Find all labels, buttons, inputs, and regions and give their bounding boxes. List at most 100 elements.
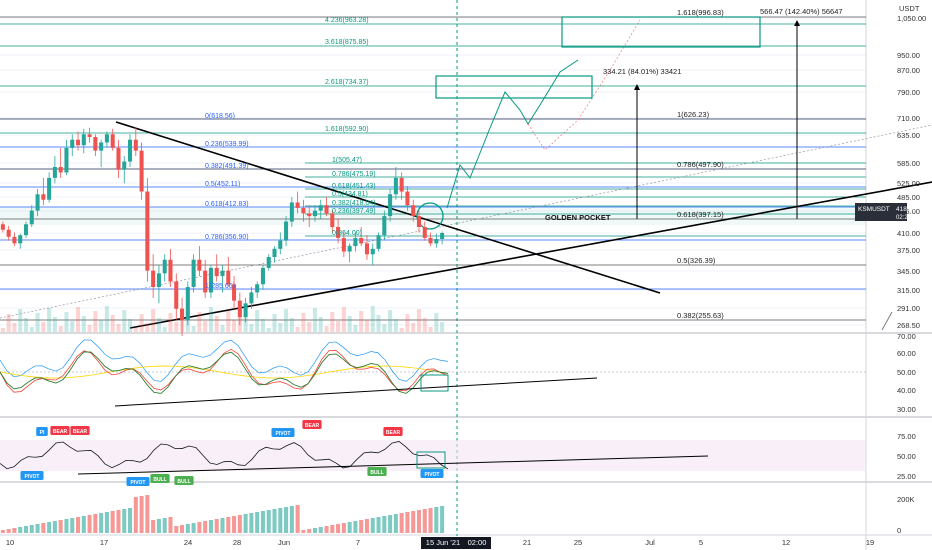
volume-overlay-bar <box>64 312 69 332</box>
rsi-line <box>0 351 449 394</box>
volume-overlay-bar <box>411 323 416 332</box>
volume-overlay-bar <box>330 312 335 332</box>
time-tick: 19 <box>866 538 874 547</box>
signal-tag-text: PIVOT <box>275 431 290 437</box>
fib-small-label: 0.786(475.19) <box>332 171 376 178</box>
volume-overlay-bar <box>99 320 104 332</box>
candle-body <box>347 246 352 252</box>
volume-overlay-bar <box>122 310 127 332</box>
volume-bar <box>416 510 422 533</box>
volume-bar <box>81 516 86 533</box>
candle-body <box>440 233 445 239</box>
candle-body <box>64 147 69 173</box>
candle-body <box>243 303 248 317</box>
candle-body <box>324 205 329 214</box>
volume-bar <box>260 511 265 533</box>
volume-overlay-bar <box>370 306 375 332</box>
candle-body <box>249 292 254 304</box>
candle-body <box>185 287 190 320</box>
osc-trendline <box>77 455 709 475</box>
fib-right-label: 1.618(996.83) <box>677 8 724 17</box>
volume-overlay-bar <box>81 316 86 332</box>
fib-label: 0.618(412.83) <box>205 201 249 208</box>
fib-ext-label: 4.236(963.28) <box>325 17 369 24</box>
signal-tag-bg <box>70 426 90 435</box>
rsi-tick: 60.00 <box>897 349 916 358</box>
fib-ext-label: 2.618(734.37) <box>325 79 369 86</box>
candle-body <box>272 248 277 257</box>
time-tick: 7 <box>356 538 360 547</box>
fib-ext-label: 1.618(592.90) <box>325 126 369 133</box>
volume-bar <box>422 509 427 533</box>
signal-tag-text: BULL <box>153 477 166 483</box>
candle-body <box>168 259 173 282</box>
volume-overlay-bar <box>295 327 300 332</box>
volume-overlay-bar <box>214 316 219 332</box>
candle-body <box>75 139 81 146</box>
candle-body <box>428 237 433 244</box>
fib-right-label: 0.5(326.39) <box>677 256 716 265</box>
signal-tag-bg <box>50 426 70 435</box>
projection-label: 334.21 (84.01%) 33421 <box>603 67 681 76</box>
candle-body <box>422 227 427 238</box>
candle-body <box>359 237 364 244</box>
volume-bar <box>145 495 150 533</box>
time-tick: 17 <box>100 538 108 547</box>
signal-tag: PIVOT <box>20 471 44 480</box>
signal-tag: BEAR <box>50 426 70 435</box>
volume-overlay-bar <box>47 308 52 332</box>
volume-overlay-bar <box>93 311 98 332</box>
volume-bar <box>289 506 294 533</box>
candle-body <box>180 308 185 320</box>
volume-overlay-bar <box>405 314 410 332</box>
time-tick: 10 <box>6 538 14 547</box>
candle-body <box>399 177 404 192</box>
price-tick: 485.00 <box>897 193 920 202</box>
rsi-trendline <box>114 377 598 407</box>
rsi-tick: 30.00 <box>897 405 916 414</box>
time-tick: 12 <box>782 538 790 547</box>
volume-overlay-bar <box>220 325 225 332</box>
volume-bar <box>122 509 127 533</box>
candle-body <box>370 248 375 255</box>
volume-bar <box>411 511 416 533</box>
arrow-head-2 <box>794 20 800 26</box>
candle-body <box>128 139 133 162</box>
volume-overlay-bar <box>341 307 346 332</box>
volume-overlay-bar <box>324 326 329 332</box>
candles <box>0 127 445 337</box>
fib-right-label: 0.786(497.90) <box>677 160 724 169</box>
volume-overlay-bar <box>243 315 248 332</box>
volume-bar <box>64 519 69 533</box>
volume-overlay-bar <box>255 310 260 332</box>
volume-bar <box>12 528 17 533</box>
price-tick: 790.00 <box>897 88 920 97</box>
candle-body <box>214 267 219 277</box>
volume-bar <box>128 508 133 533</box>
candle-body <box>18 235 23 244</box>
volume-bar <box>214 519 219 533</box>
candle-body <box>174 281 179 309</box>
volume-bar <box>203 521 208 533</box>
fib-right-label: 1(626.23) <box>677 110 710 119</box>
price-tick: 525.00 <box>897 179 920 188</box>
rsi-tick: 50.00 <box>897 368 916 377</box>
target-box-2 <box>561 16 761 48</box>
candle-body <box>99 142 104 151</box>
volume-bar <box>341 523 346 533</box>
volume-overlay-bar <box>29 327 34 332</box>
volume-overlay-bar <box>151 309 156 332</box>
candle-body <box>232 284 237 301</box>
candle-body <box>405 191 410 206</box>
candle-body <box>208 267 213 293</box>
candle-body <box>162 259 167 274</box>
volume-overlay-bar <box>399 328 404 332</box>
volume-overlay-bar <box>434 313 439 332</box>
volume-bar <box>376 517 381 533</box>
volume-overlay-bar <box>75 307 81 332</box>
axis-marker <box>881 311 893 331</box>
candle-body <box>301 207 306 214</box>
osc-tick: 50.00 <box>897 452 916 461</box>
signal-tag-text: PIVOT <box>424 472 439 478</box>
signal-tags: PIVOT PI BEAR BEAR PIVOT BULL BULL PIVOT BEAR BUL… <box>20 420 444 486</box>
